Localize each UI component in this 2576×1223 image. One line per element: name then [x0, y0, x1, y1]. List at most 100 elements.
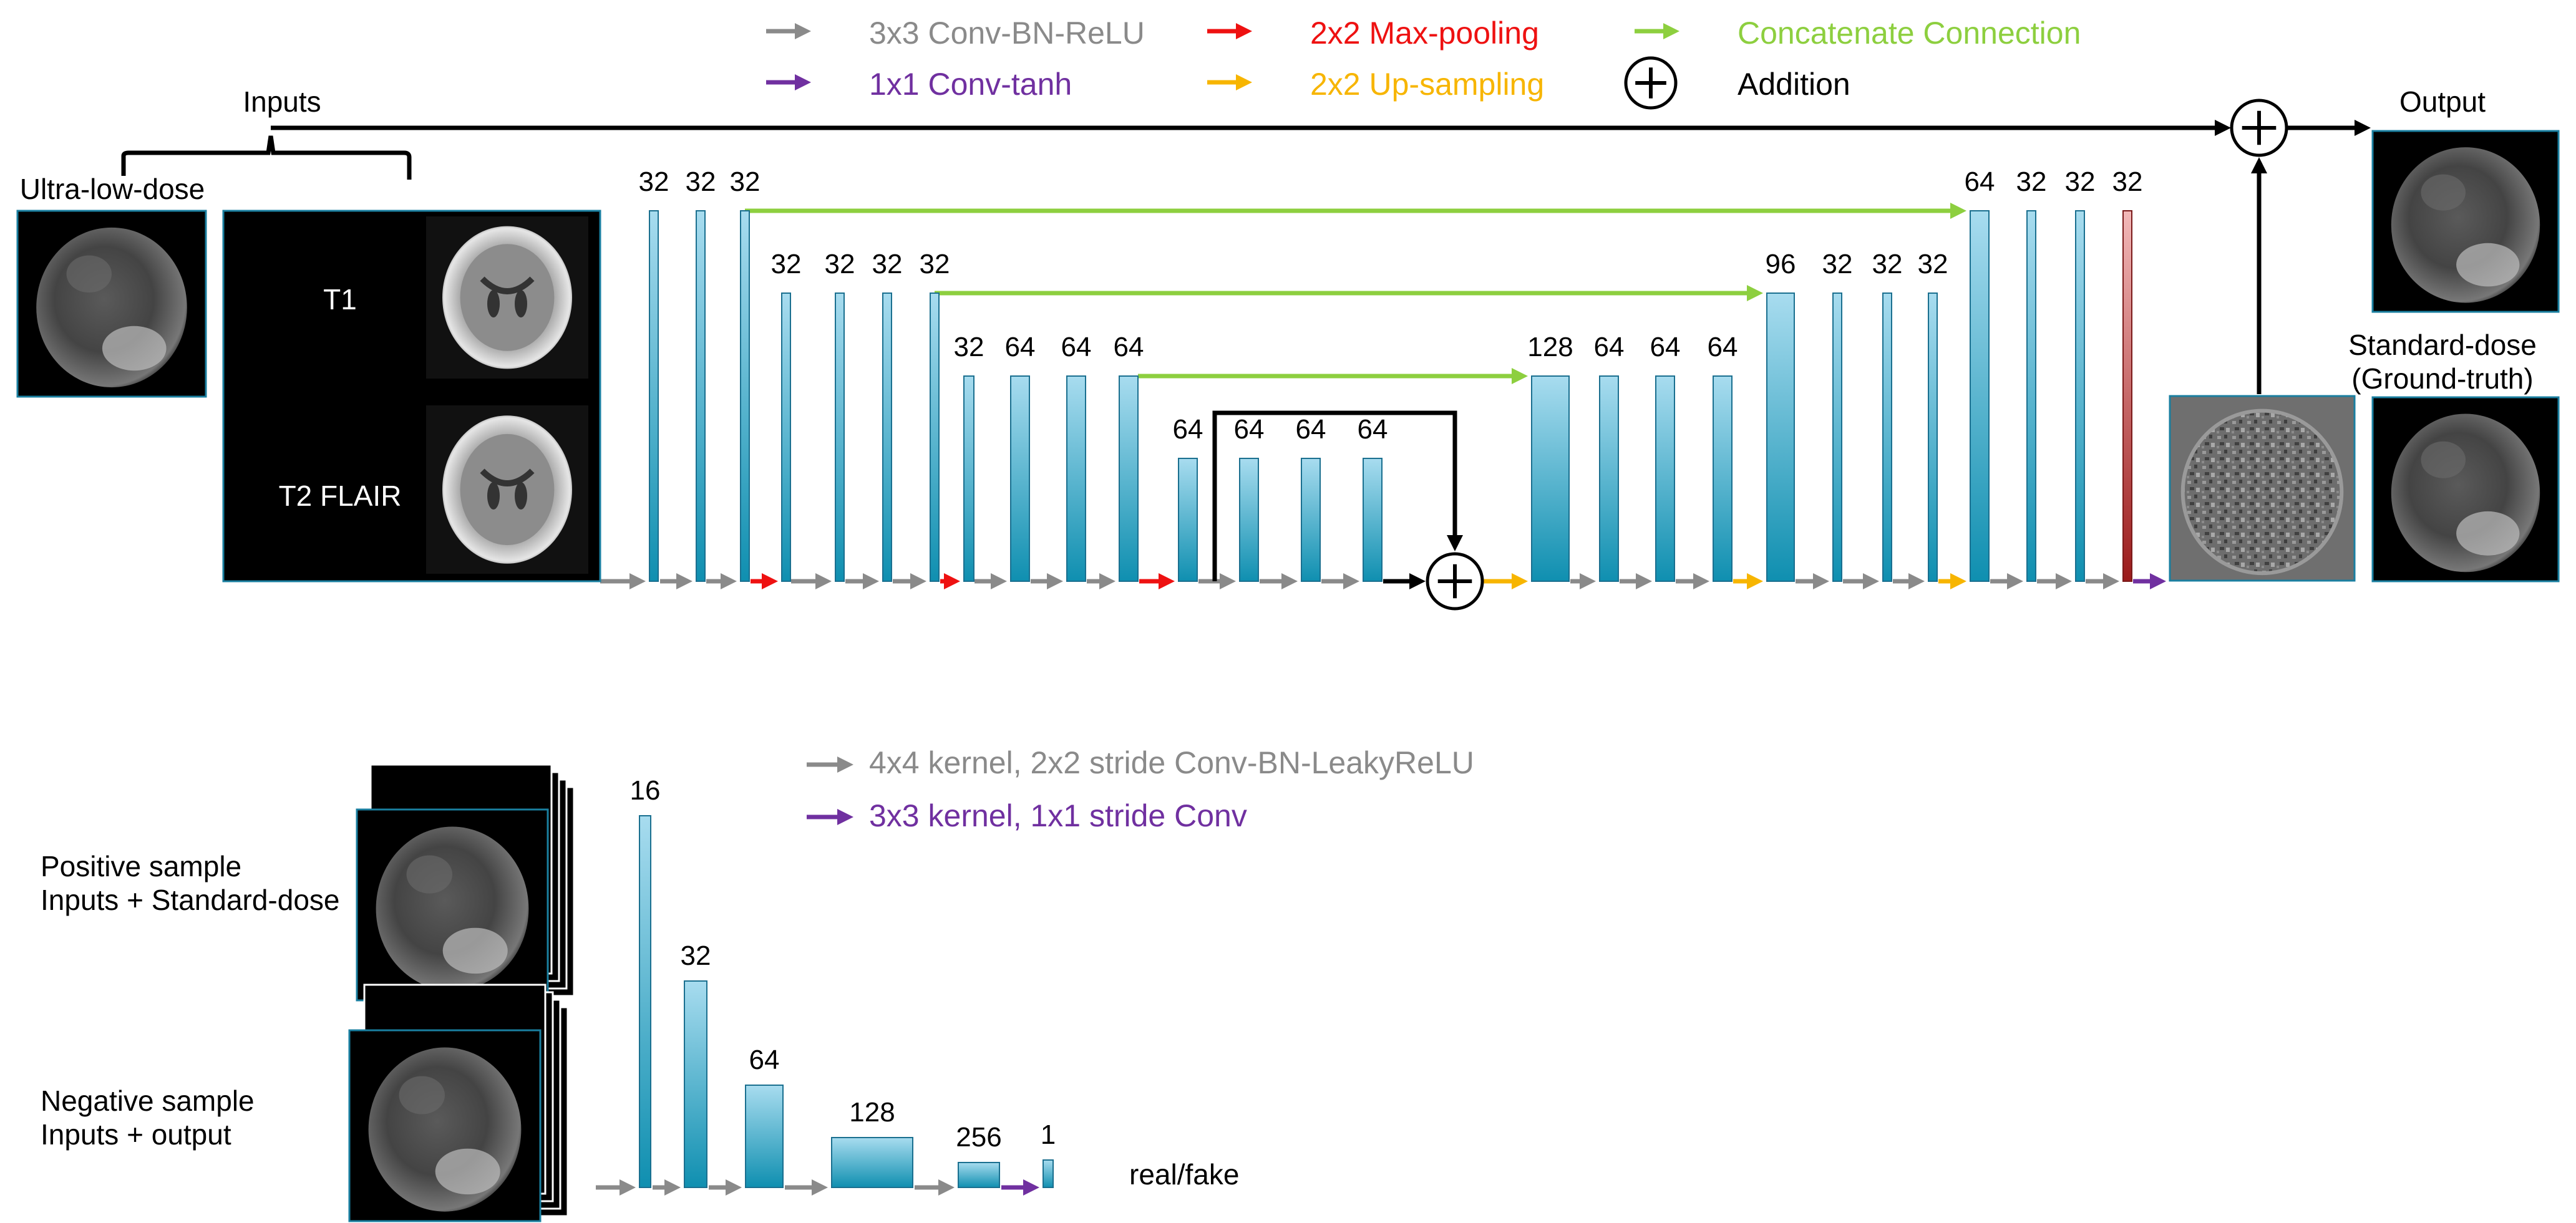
- generator-layer-bar: [2075, 210, 2085, 582]
- discriminator-layer-bar: [958, 1162, 1000, 1188]
- generator-flow-arrow: [1843, 573, 1879, 589]
- residual-up-arrow: [2251, 157, 2267, 394]
- legend-addition-label: Addition: [1738, 67, 1850, 102]
- generator-channel-label: 64: [1061, 332, 1092, 362]
- legend-pool-arrow: [1207, 23, 1252, 39]
- discriminator-layer-bar: [684, 980, 707, 1188]
- output-image: [2371, 130, 2560, 313]
- generator-flow-arrow: [600, 573, 646, 589]
- generator-flow-arrow: [1087, 573, 1115, 589]
- discriminator-channel-label: 16: [629, 775, 661, 806]
- discriminator-layer-bar: [1043, 1159, 1054, 1188]
- generator-layer-bar: [1599, 375, 1619, 582]
- discriminator-flow-arrow: [1001, 1179, 1039, 1196]
- generator-layer-bar: [1066, 375, 1086, 582]
- legend-addition-icon: [1624, 56, 1678, 110]
- ultra-low-dose-label: Ultra-low-dose: [19, 173, 205, 205]
- generator-channel-label: 64: [1593, 332, 1625, 362]
- output-arrow: [2287, 120, 2371, 136]
- generator-layer-bar: [1882, 292, 1892, 582]
- discriminator-flow-arrow: [915, 1179, 955, 1196]
- generator-channel-label: 64: [1233, 414, 1265, 445]
- generator-flow-arrow: [1031, 573, 1063, 589]
- generator-channel-label: 32: [1822, 249, 1853, 279]
- generator-channel-label: 64: [1172, 414, 1203, 445]
- bottleneck-addition-icon: [1426, 552, 1484, 611]
- generator-layer-bar: [1010, 375, 1030, 582]
- negative-sample-label: Negative sample: [41, 1085, 255, 1117]
- positive-sample-label: Positive sample: [41, 850, 242, 882]
- legend-conv-arrow: [766, 23, 811, 39]
- generator-channel-label: 64: [1707, 332, 1738, 362]
- t1-label: T1: [323, 283, 357, 316]
- generator-channel-label: 32: [770, 249, 802, 279]
- generator-channel-label: 64: [1295, 414, 1326, 445]
- generator-channel-label: 64: [1964, 167, 1995, 197]
- discriminator-flow-arrow: [596, 1179, 636, 1196]
- discriminator-layer-bar: [831, 1137, 913, 1188]
- generator-flow-arrow: [893, 573, 926, 589]
- legend-tanh-arrow: [766, 74, 811, 90]
- generator-channel-label: 64: [1650, 332, 1681, 362]
- real-fake-label: real/fake: [1129, 1158, 1240, 1191]
- generator-layer-bar: [1655, 375, 1675, 582]
- generator-channel-label: 32: [685, 167, 716, 197]
- t2flair-label: T2 FLAIR: [278, 480, 402, 512]
- inputs-brace: [121, 135, 412, 180]
- generator-channel-label: 32: [953, 332, 984, 362]
- ground-truth-image: [2371, 396, 2560, 582]
- negative-sample-sublabel: Inputs + output: [41, 1118, 231, 1151]
- generator-channel-label: 32: [824, 249, 855, 279]
- generator-channel-label: 32: [919, 249, 950, 279]
- generator-layer-bar: [1832, 292, 1842, 582]
- generator-flow-arrow: [845, 573, 879, 589]
- negative-sample-image: [348, 1029, 542, 1222]
- disc-legend-final-arrow: [807, 809, 853, 825]
- generator-flow-arrow: [1484, 573, 1528, 589]
- generator-channel-label: 32: [1917, 249, 1948, 279]
- discriminator-channel-label: 256: [956, 1122, 1002, 1153]
- ground-truth-label-line1: Standard-dose: [2348, 329, 2537, 361]
- generator-channel-label: 32: [872, 249, 903, 279]
- concat-connection-3: [1138, 368, 1528, 384]
- discriminator-layer-bar: [745, 1085, 784, 1188]
- generator-flow-arrow: [791, 573, 832, 589]
- generator-flow-arrow: [2037, 573, 2072, 589]
- generator-layer-bar: [1928, 292, 1938, 582]
- discriminator-channel-label: 1: [1040, 1119, 1056, 1150]
- generator-channel-label: 64: [1004, 332, 1036, 362]
- generator-flow-arrow: [1938, 573, 1966, 589]
- generator-layer-bar: [1178, 458, 1198, 582]
- legend-up-arrow: [1207, 74, 1252, 90]
- generator-flow-arrow: [1893, 573, 1925, 589]
- generator-flow-arrow: [1383, 573, 1426, 589]
- generator-channel-label: 32: [1872, 249, 1903, 279]
- generator-layer-bar: [740, 210, 750, 582]
- discriminator-flow-arrow: [709, 1179, 742, 1196]
- inputs-label: Inputs: [243, 85, 321, 118]
- discriminator-flow-arrow: [785, 1179, 828, 1196]
- generator-channel-label: 32: [2016, 167, 2047, 197]
- concat-connection-1: [745, 203, 1966, 219]
- t2flair-image: [426, 405, 588, 574]
- legend-pool-label: 2x2 Max-pooling: [1310, 16, 1539, 51]
- generator-layer-bar: [1301, 458, 1321, 582]
- generator-layer-bar: [781, 292, 791, 582]
- legend-conv-label: 3x3 Conv-BN-ReLU: [869, 16, 1145, 51]
- generator-flow-arrow: [660, 573, 693, 589]
- generator-flow-arrow: [1796, 573, 1829, 589]
- generator-layer-bar: [1363, 458, 1383, 582]
- generator-layer-bar: [1119, 375, 1139, 582]
- bottleneck-skip-arrow: [1212, 410, 1463, 581]
- generator-flow-arrow: [2086, 573, 2119, 589]
- generator-flow-arrow: [1260, 573, 1298, 589]
- generator-layer-bar: [696, 210, 706, 582]
- legend-up-label: 2x2 Up-sampling: [1310, 67, 1545, 102]
- discriminator-channel-label: 64: [749, 1045, 780, 1075]
- output-addition-icon: [2230, 99, 2288, 157]
- generator-layer-bar: [1531, 375, 1570, 582]
- generator-channel-label: 32: [638, 167, 669, 197]
- t1-image: [426, 216, 588, 379]
- generator-flow-arrow: [1570, 573, 1596, 589]
